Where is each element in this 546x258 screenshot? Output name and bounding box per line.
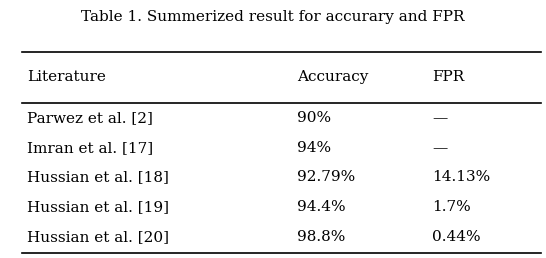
Text: Hussian et al. [19]: Hussian et al. [19] (27, 200, 169, 214)
Text: 94%: 94% (297, 141, 331, 155)
Text: 92.79%: 92.79% (297, 170, 355, 184)
Text: 0.44%: 0.44% (432, 230, 480, 244)
Text: 98.8%: 98.8% (297, 230, 346, 244)
Text: Hussian et al. [20]: Hussian et al. [20] (27, 230, 169, 244)
Text: FPR: FPR (432, 70, 464, 84)
Text: 94.4%: 94.4% (297, 200, 346, 214)
Text: Hussian et al. [18]: Hussian et al. [18] (27, 170, 169, 184)
Text: Accuracy: Accuracy (297, 70, 369, 84)
Text: Imran et al. [17]: Imran et al. [17] (27, 141, 153, 155)
Text: 90%: 90% (297, 111, 331, 125)
Text: Literature: Literature (27, 70, 106, 84)
Text: —: — (432, 111, 447, 125)
Text: 1.7%: 1.7% (432, 200, 471, 214)
Text: 14.13%: 14.13% (432, 170, 490, 184)
Text: Table 1. Summerized result for accurary and FPR: Table 1. Summerized result for accurary … (81, 10, 465, 24)
Text: —: — (432, 141, 447, 155)
Text: Parwez et al. [2]: Parwez et al. [2] (27, 111, 153, 125)
